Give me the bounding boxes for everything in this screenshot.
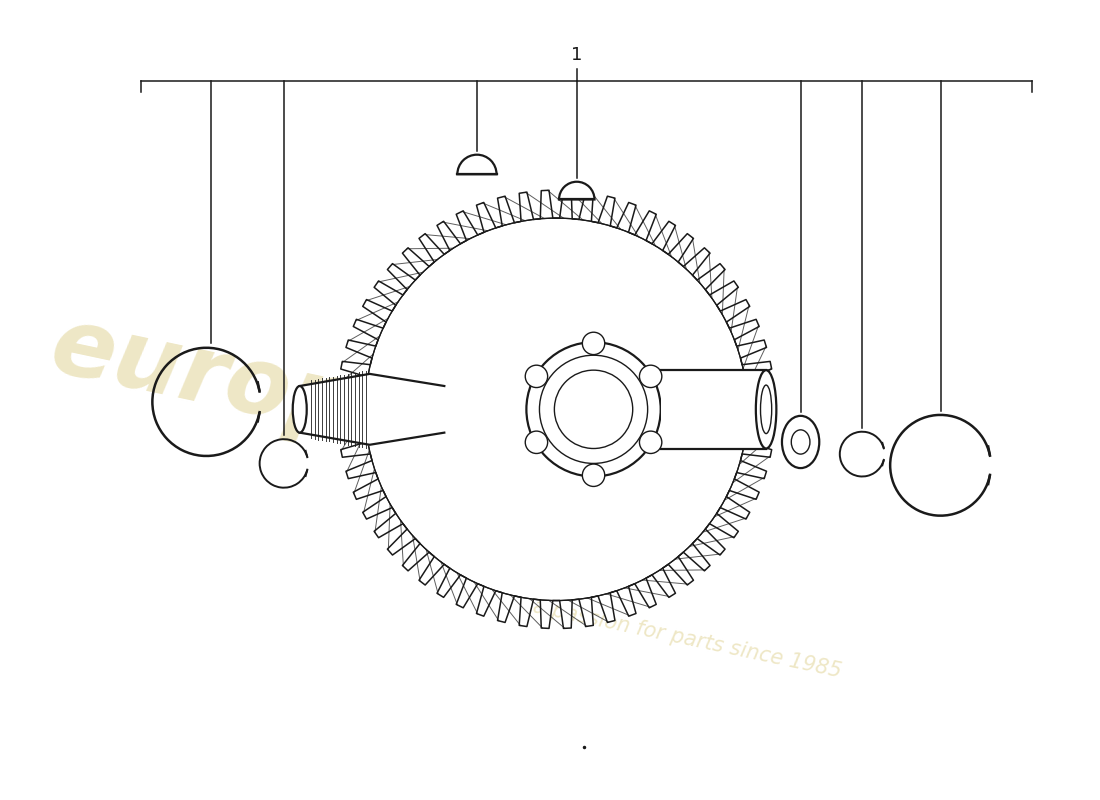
Wedge shape (559, 182, 594, 199)
Circle shape (526, 365, 548, 387)
Text: europäres: europäres (43, 298, 592, 502)
Ellipse shape (756, 370, 777, 449)
Circle shape (582, 464, 605, 486)
Ellipse shape (782, 416, 820, 468)
Circle shape (582, 332, 605, 354)
Circle shape (527, 342, 661, 477)
Circle shape (639, 365, 662, 387)
Bar (661, 370, 766, 449)
Circle shape (526, 431, 548, 454)
Text: 1: 1 (571, 46, 582, 64)
Circle shape (365, 218, 747, 601)
Circle shape (639, 431, 662, 454)
Polygon shape (337, 190, 776, 629)
Polygon shape (299, 374, 444, 445)
Ellipse shape (293, 386, 307, 433)
Text: a passion for parts since 1985: a passion for parts since 1985 (530, 596, 843, 682)
Wedge shape (458, 154, 496, 174)
